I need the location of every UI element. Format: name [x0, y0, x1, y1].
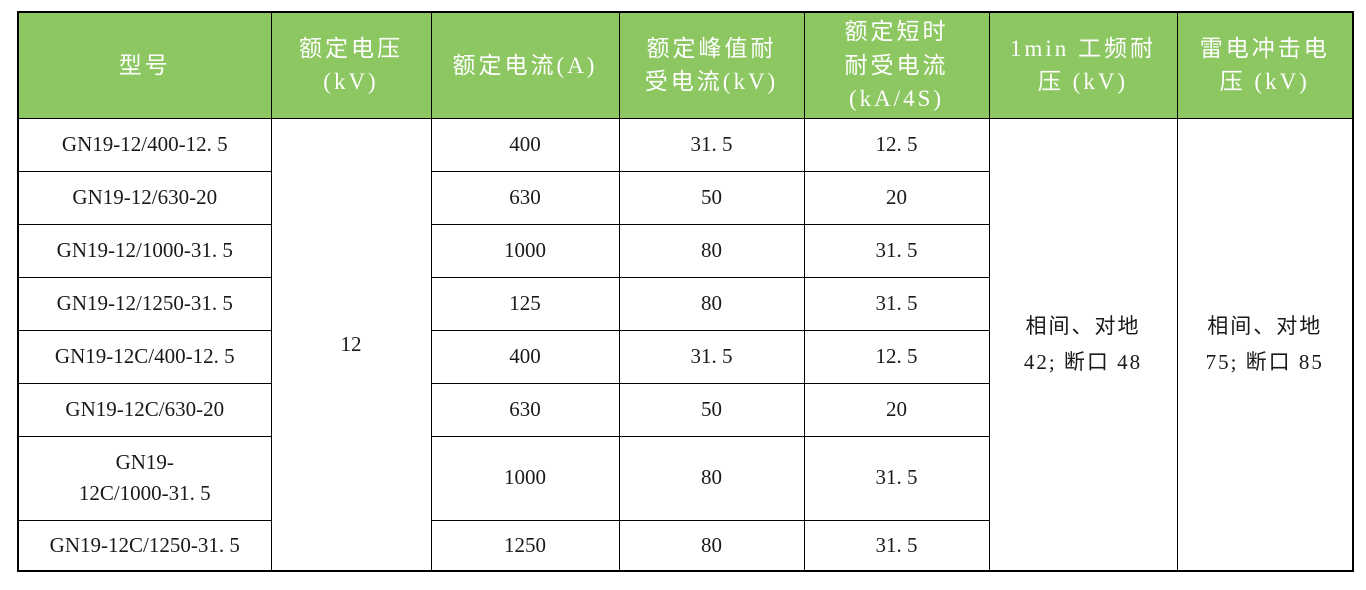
short-time-current-cell: 31. 5	[803, 223, 990, 278]
model-cell: GN19-12C/1250-31. 5	[17, 519, 272, 572]
current-cell: 630	[430, 170, 620, 225]
lightning-impulse-cell: 相间、对地 75; 断口 85	[1176, 117, 1354, 572]
peak-current-cell: 31. 5	[618, 329, 805, 384]
current-cell: 400	[430, 117, 620, 172]
current-cell: 630	[430, 382, 620, 437]
table-row: GN19-12C/1250-31. 5 1250 80 31. 5	[17, 519, 1353, 572]
header-lightning-impulse: 雷电冲击电 压 (kV)	[1176, 11, 1354, 119]
table-row: GN19-12C/400-12. 5 400 31. 5 12. 5	[17, 329, 1353, 384]
table-row: GN19-12/630-20 630 50 20	[17, 170, 1353, 225]
model-cell: GN19-12C/400-12. 5	[17, 329, 272, 384]
peak-current-cell: 80	[618, 519, 805, 572]
header-short-time-withstand-current: 额定短时 耐受电流 (kA/4S)	[803, 11, 990, 119]
model-cell: GN19-12C/630-20	[17, 382, 272, 437]
power-frequency-withstand-cell: 相间、对地 42; 断口 48	[988, 117, 1178, 572]
rated-voltage-cell: 12	[270, 117, 432, 572]
header-power-frequency-withstand: 1min 工频耐 压 (kV)	[988, 11, 1178, 119]
short-time-current-cell: 31. 5	[803, 435, 990, 521]
header-model: 型号	[17, 11, 272, 119]
peak-current-cell: 50	[618, 170, 805, 225]
current-cell: 1000	[430, 435, 620, 521]
peak-current-cell: 80	[618, 223, 805, 278]
short-time-current-cell: 31. 5	[803, 276, 990, 331]
current-cell: 1250	[430, 519, 620, 572]
current-cell: 400	[430, 329, 620, 384]
model-cell: GN19- 12C/1000-31. 5	[17, 435, 272, 521]
table-row: GN19- 12C/1000-31. 5 1000 80 31. 5	[17, 435, 1353, 521]
header-peak-withstand-current: 额定峰值耐 受电流(kV)	[618, 11, 805, 119]
spec-table-container: 型号 额定电压 (kV) 额定电流(A) 额定峰值耐 受电流(kV) 额定短时 …	[17, 11, 1354, 572]
peak-current-cell: 80	[618, 435, 805, 521]
model-cell: GN19-12/1250-31. 5	[17, 276, 272, 331]
spec-table: 型号 额定电压 (kV) 额定电流(A) 额定峰值耐 受电流(kV) 额定短时 …	[17, 11, 1354, 572]
current-cell: 125	[430, 276, 620, 331]
table-row: GN19-12/1000-31. 5 1000 80 31. 5	[17, 223, 1353, 278]
model-cell: GN19-12/630-20	[17, 170, 272, 225]
model-cell: GN19-12/1000-31. 5	[17, 223, 272, 278]
peak-current-cell: 80	[618, 276, 805, 331]
short-time-current-cell: 12. 5	[803, 329, 990, 384]
peak-current-cell: 50	[618, 382, 805, 437]
short-time-current-cell: 12. 5	[803, 117, 990, 172]
short-time-current-cell: 20	[803, 170, 990, 225]
header-rated-current: 额定电流(A)	[430, 11, 620, 119]
table-row: GN19-12C/630-20 630 50 20	[17, 382, 1353, 437]
model-cell: GN19-12/400-12. 5	[17, 117, 272, 172]
short-time-current-cell: 20	[803, 382, 990, 437]
current-cell: 1000	[430, 223, 620, 278]
short-time-current-cell: 31. 5	[803, 519, 990, 572]
table-row: GN19-12/400-12. 5 12 400 31. 5 12. 5 相间、…	[17, 117, 1354, 572]
peak-current-cell: 31. 5	[618, 117, 805, 172]
table-row: GN19-12/1250-31. 5 125 80 31. 5	[17, 276, 1353, 331]
header-rated-voltage: 额定电压 (kV)	[270, 11, 432, 119]
header-row: 型号 额定电压 (kV) 额定电流(A) 额定峰值耐 受电流(kV) 额定短时 …	[17, 11, 1354, 119]
